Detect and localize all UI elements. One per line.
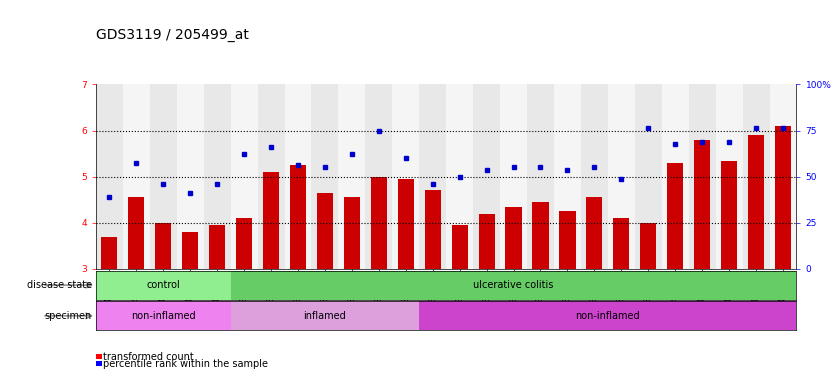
Bar — [770, 84, 796, 269]
Text: inflamed: inflamed — [304, 311, 346, 321]
Bar — [527, 84, 554, 269]
Bar — [365, 84, 392, 269]
Bar — [451, 225, 468, 269]
Text: control: control — [147, 280, 180, 290]
Bar — [155, 223, 171, 269]
Bar — [641, 223, 656, 269]
Bar — [311, 84, 339, 269]
Bar — [560, 211, 575, 269]
Bar — [231, 84, 258, 269]
Bar — [420, 84, 446, 269]
Text: non-inflamed: non-inflamed — [131, 311, 196, 321]
Bar — [128, 197, 144, 269]
Bar — [689, 84, 716, 269]
Bar — [344, 197, 360, 269]
Bar — [231, 301, 420, 330]
Bar — [96, 301, 231, 330]
Bar — [742, 84, 770, 269]
Text: specimen: specimen — [44, 311, 92, 321]
Bar — [177, 84, 203, 269]
Bar — [775, 126, 791, 269]
Text: non-inflamed: non-inflamed — [575, 311, 641, 321]
Text: ulcerative colitis: ulcerative colitis — [474, 280, 554, 290]
Bar — [661, 84, 689, 269]
Bar — [317, 193, 333, 269]
Text: percentile rank within the sample: percentile rank within the sample — [103, 359, 269, 369]
Bar — [371, 177, 387, 269]
Bar — [446, 84, 473, 269]
Bar — [96, 84, 123, 269]
Bar — [236, 218, 252, 269]
Bar — [721, 161, 737, 269]
Bar — [694, 140, 711, 269]
Bar — [150, 84, 177, 269]
Bar — [500, 84, 527, 269]
Bar — [392, 84, 420, 269]
Text: disease state: disease state — [27, 280, 92, 290]
Bar — [284, 84, 311, 269]
Bar — [608, 84, 635, 269]
Bar — [101, 237, 118, 269]
Bar — [182, 232, 198, 269]
Bar — [123, 84, 150, 269]
Bar — [581, 84, 608, 269]
Text: GDS3119 / 205499_at: GDS3119 / 205499_at — [96, 28, 249, 42]
Bar — [667, 163, 683, 269]
Bar — [425, 190, 441, 269]
Bar — [586, 197, 602, 269]
Bar — [258, 84, 284, 269]
Bar — [339, 84, 365, 269]
Bar — [96, 271, 231, 300]
Bar — [231, 271, 796, 300]
Bar — [209, 225, 225, 269]
Bar — [532, 202, 549, 269]
Bar — [613, 218, 630, 269]
Bar — [716, 84, 742, 269]
Bar — [290, 165, 306, 269]
Bar — [505, 207, 521, 269]
Bar — [473, 84, 500, 269]
Bar — [554, 84, 581, 269]
Bar — [420, 301, 796, 330]
Bar — [398, 179, 414, 269]
Bar — [479, 214, 495, 269]
Bar — [203, 84, 231, 269]
Text: transformed count: transformed count — [103, 352, 194, 362]
Bar — [635, 84, 661, 269]
Bar — [748, 135, 764, 269]
Bar — [263, 172, 279, 269]
